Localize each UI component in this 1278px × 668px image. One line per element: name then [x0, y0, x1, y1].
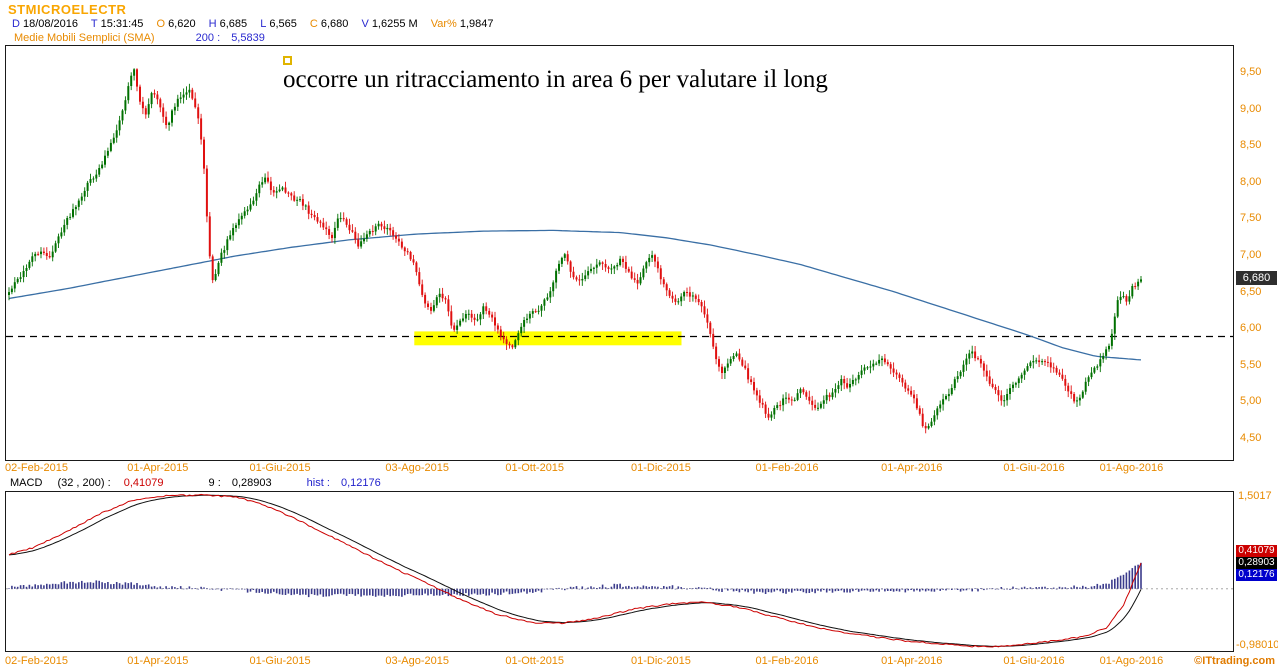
quote-value-var: 1,9847: [459, 18, 494, 30]
signal-value-box: 0,28903: [1236, 557, 1277, 569]
date-axis-label: 01-Ott-2015: [505, 655, 565, 667]
sma-label: Medie Mobili Semplici (SMA): [14, 32, 155, 44]
watermark-copyright: ©ITtrading.com: [1194, 655, 1275, 667]
date-axis-label: 01-Apr-2015: [127, 462, 189, 474]
quote-label-time: T: [90, 18, 98, 30]
quote-label-date: D: [12, 18, 20, 30]
macd-indicator-row: MACD (32 , 200) : 0,41079 9 : 0,28903 hi…: [10, 477, 381, 489]
price-axis-label: 7,50: [1240, 212, 1262, 225]
price-axis-label: 9,00: [1240, 102, 1262, 115]
date-axis-label: 01-Giu-2016: [1003, 462, 1065, 474]
date-axis-label: 01-Giu-2016: [1003, 655, 1065, 667]
date-axis-label: 01-Giu-2015: [249, 462, 311, 474]
sma-value: 5,5839: [231, 32, 265, 44]
price-axis-label: 5,00: [1240, 395, 1262, 408]
date-axis-label: 01-Dic-2015: [630, 655, 691, 667]
price-axis-label: 5,50: [1240, 358, 1262, 371]
quote-value-high: 6,685: [219, 18, 248, 30]
date-axis-label: 01-Apr-2016: [881, 462, 943, 474]
quote-value-time: 15:31:45: [100, 18, 144, 30]
annotation-text[interactable]: occorre un ritracciamento in area 6 per …: [283, 66, 828, 93]
price-chart[interactable]: [5, 45, 1234, 461]
date-axis-label: 01-Feb-2016: [755, 462, 819, 474]
symbol-title: STMICROELECTR: [8, 2, 127, 17]
macd-value: 0,41079: [123, 477, 164, 489]
macd-hist-label: hist :: [306, 477, 330, 489]
quote-label-var: Var%: [430, 18, 457, 30]
quote-label-volume: V: [361, 18, 369, 30]
quote-label-high: H: [208, 18, 217, 30]
sma-indicator-row: Medie Mobili Semplici (SMA) 200 : 5,5839: [14, 32, 265, 44]
date-axis-label: 01-Apr-2016: [881, 655, 943, 667]
macd-canvas[interactable]: [6, 492, 1233, 651]
sma-period: 200 :: [195, 32, 221, 44]
price-axis-label: 6,00: [1240, 322, 1262, 335]
date-axis-label: 02-Feb-2015: [5, 462, 68, 474]
price-axis-label: 8,00: [1240, 175, 1262, 188]
quote-row: D 18/08/2016 T 15:31:45 O 6,620 H 6,685 L 6,5…: [12, 18, 504, 30]
date-axis-label: 03-Ago-2015: [385, 655, 449, 667]
last-price-tag: 6,680: [1236, 271, 1277, 285]
quote-value-low: 6,565: [269, 18, 297, 30]
macd-signal-param: 9 :: [208, 477, 221, 489]
macd-signal-value: 0,28903: [231, 477, 272, 489]
macd-hist-value: 0,12176: [340, 477, 381, 489]
price-axis-label: 6,50: [1240, 285, 1262, 298]
date-axis-label: 01-Ago-2016: [1099, 462, 1164, 474]
date-axis-label: 01-Giu-2015: [249, 655, 311, 667]
price-axis-label: 9,50: [1240, 66, 1262, 78]
quote-value-date: 18/08/2016: [22, 18, 79, 30]
macd-value-box: 0,41079: [1236, 545, 1277, 557]
quote-label-low: L: [260, 18, 267, 30]
hist-value-box: 0,12176: [1236, 569, 1277, 581]
price-canvas[interactable]: [6, 46, 1233, 460]
price-axis-label: 8,50: [1240, 139, 1262, 152]
macd-chart[interactable]: [5, 491, 1234, 652]
price-axis-label: 7,00: [1240, 249, 1262, 261]
quote-value-volume: 1,6255 M: [371, 18, 418, 30]
macd-label: MACD: [10, 477, 43, 489]
price-axis-label: 4,50: [1240, 432, 1262, 444]
date-axis-label: 01-Feb-2016: [755, 655, 819, 667]
date-axis-label: 03-Ago-2015: [385, 462, 449, 474]
quote-value-close: 6,680: [320, 18, 349, 30]
macd-min-label: -0,98010: [1236, 639, 1278, 651]
macd-params: (32 , 200) :: [57, 477, 111, 489]
quote-value-open: 6,620: [168, 18, 196, 30]
date-axis-label: 01-Ago-2016: [1099, 655, 1164, 667]
quote-label-close: C: [309, 18, 318, 30]
date-axis-label: 02-Feb-2015: [5, 655, 68, 667]
date-axis-label: 01-Ott-2015: [505, 462, 565, 474]
date-axis-label: 01-Apr-2015: [127, 655, 189, 667]
quote-label-open: O: [156, 18, 166, 30]
macd-max-label: 1,5017: [1238, 490, 1272, 502]
annotation-anchor-icon[interactable]: [283, 56, 292, 65]
date-axis-label: 01-Dic-2015: [630, 462, 691, 474]
